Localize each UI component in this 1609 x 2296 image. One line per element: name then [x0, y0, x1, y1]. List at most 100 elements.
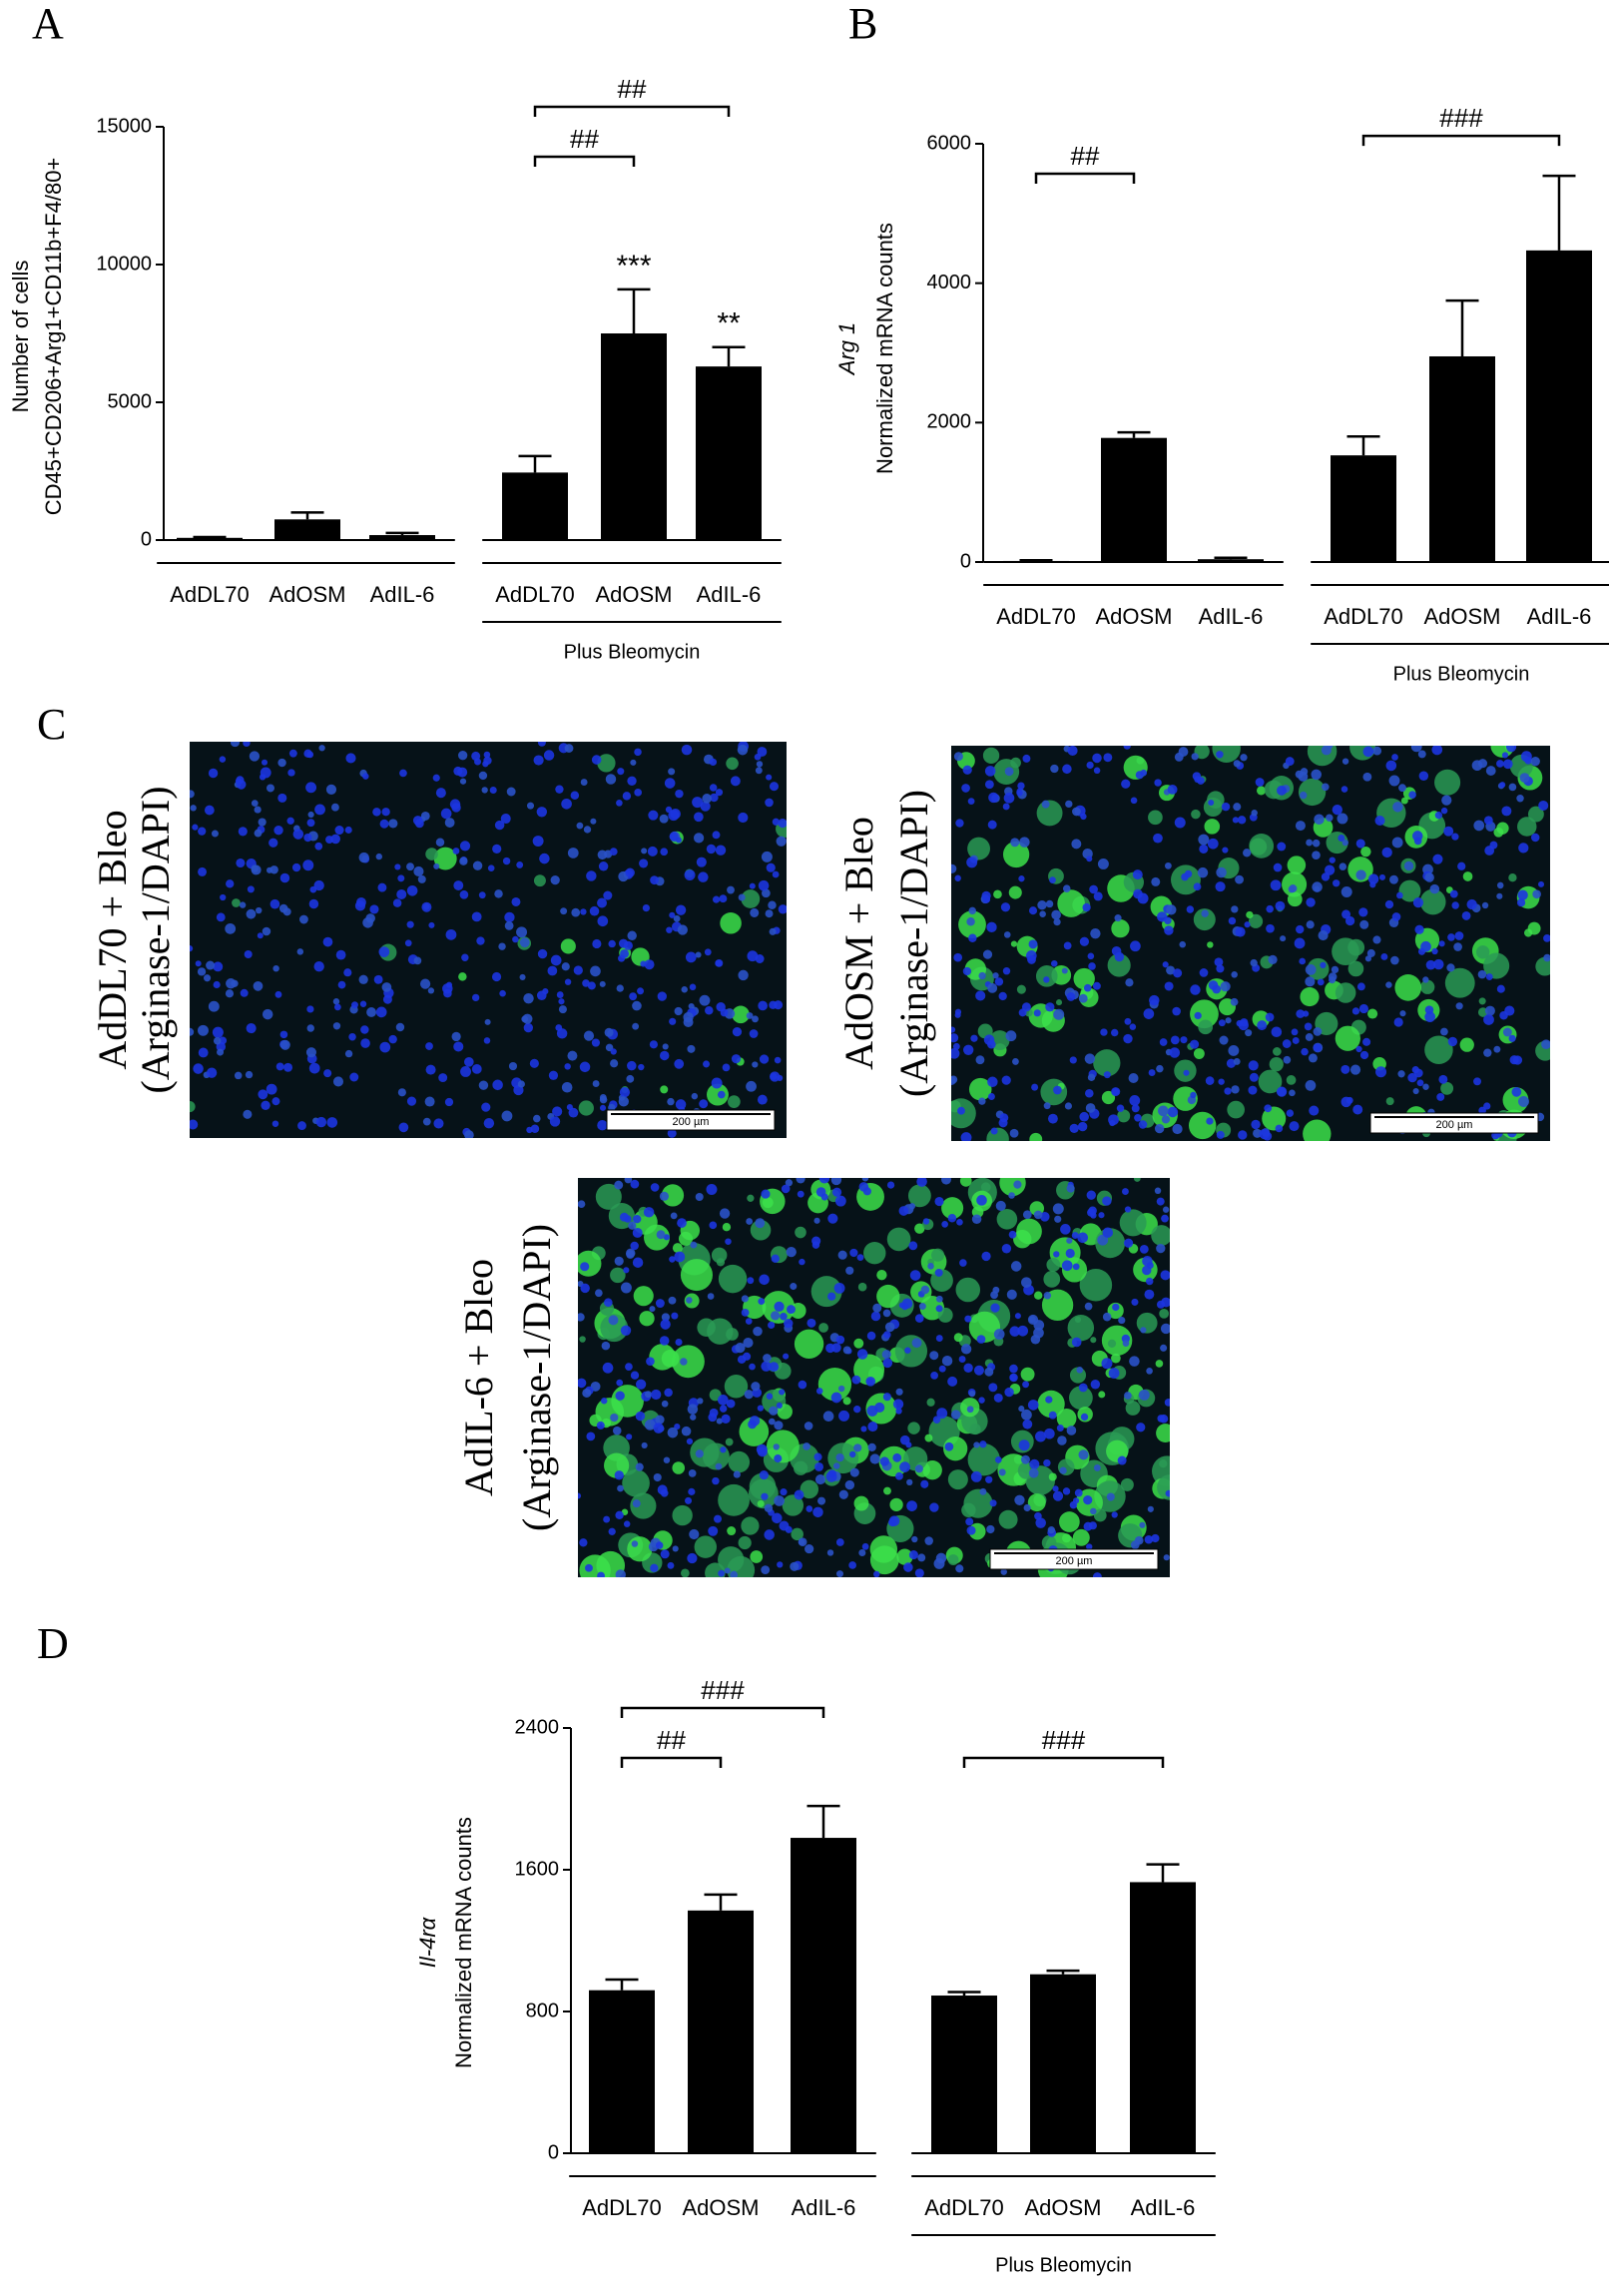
nucleus: [699, 1099, 709, 1109]
nucleus: [306, 1024, 314, 1032]
nucleus: [1453, 942, 1462, 951]
nucleus: [804, 1543, 814, 1554]
nucleus: [1151, 1533, 1160, 1543]
nucleus: [344, 1049, 353, 1058]
nucleus: [358, 852, 369, 863]
nucleus: [1112, 1303, 1120, 1312]
nucleus: [1220, 981, 1231, 992]
nucleus: [618, 938, 629, 948]
nucleus: [708, 1525, 719, 1536]
nucleus: [627, 776, 637, 786]
nucleus: [619, 1087, 631, 1098]
nucleus: [888, 1518, 897, 1527]
nucleus: [674, 1251, 686, 1263]
nucleus: [257, 932, 264, 939]
nucleus: [968, 906, 976, 915]
nucleus: [625, 1363, 633, 1371]
nucleus: [580, 1283, 590, 1294]
nucleus: [827, 1213, 838, 1224]
nucleus: [845, 1266, 854, 1275]
nucleus: [994, 977, 1004, 986]
nucleus: [615, 1391, 625, 1401]
nucleus: [489, 786, 497, 795]
nucleus: [1142, 1256, 1153, 1267]
nucleus: [1066, 992, 1076, 1001]
nucleus: [1089, 884, 1098, 894]
nucleus: [382, 994, 392, 1004]
nucleus: [1271, 1026, 1283, 1038]
nucleus: [190, 805, 197, 812]
nucleus: [499, 989, 506, 997]
nucleus: [911, 1338, 922, 1349]
nucleus: [941, 1221, 949, 1228]
nucleus: [615, 1569, 626, 1577]
green-cell: [1424, 1035, 1453, 1064]
nucleus: [979, 1440, 987, 1448]
nucleus: [471, 993, 480, 1002]
nucleus: [727, 885, 735, 894]
nucleus: [711, 1077, 723, 1089]
nucleus: [1433, 958, 1444, 970]
nucleus: [597, 1571, 605, 1577]
nucleus: [516, 861, 524, 868]
nucleus: [961, 784, 970, 793]
nucleus: [504, 911, 515, 923]
nucleus: [558, 998, 565, 1005]
nucleus: [1499, 782, 1506, 789]
green-cell: [937, 1307, 953, 1323]
nucleus: [213, 1036, 222, 1045]
nucleus: [561, 962, 570, 971]
nucleus: [971, 1214, 982, 1224]
green-cell: [672, 1461, 686, 1474]
nucleus: [1172, 1123, 1183, 1135]
nucleus: [600, 1398, 608, 1405]
nucleus: [783, 1353, 790, 1360]
bar: [1130, 1882, 1196, 2153]
nucleus: [552, 1106, 563, 1117]
nucleus: [291, 862, 301, 872]
nucleus: [1093, 891, 1103, 901]
nucleus: [1080, 1413, 1089, 1422]
comparison-label: ##: [1071, 141, 1100, 171]
nucleus: [392, 898, 402, 907]
green-cell: [955, 1277, 981, 1303]
nucleus: [1351, 1007, 1360, 1015]
nucleus: [662, 1043, 669, 1050]
nucleus: [1111, 1028, 1119, 1037]
green-cell: [1020, 1367, 1035, 1382]
nucleus: [1014, 1494, 1025, 1505]
nucleus: [648, 810, 659, 821]
nucleus: [1201, 909, 1209, 917]
nucleus: [445, 981, 453, 988]
nucleus: [692, 797, 704, 809]
nucleus: [251, 864, 262, 875]
nucleus: [1296, 924, 1305, 934]
nucleus: [464, 1130, 474, 1138]
nucleus: [1243, 849, 1252, 858]
nucleus: [1398, 784, 1406, 793]
nucleus: [314, 842, 323, 851]
nucleus: [950, 1410, 961, 1420]
nucleus: [1169, 1047, 1181, 1058]
nucleus: [523, 992, 534, 1004]
nucleus: [318, 745, 325, 752]
nucleus: [583, 1030, 595, 1041]
nucleus: [737, 744, 749, 756]
y-axis-label: Arg 1: [834, 322, 859, 377]
nucleus: [655, 1415, 665, 1425]
nucleus: [710, 793, 719, 803]
nucleus: [1266, 904, 1274, 913]
nucleus: [758, 879, 770, 891]
nucleus: [812, 1506, 823, 1518]
nucleus: [1424, 1011, 1436, 1023]
green-cell: [930, 1248, 945, 1262]
nucleus: [761, 1361, 772, 1372]
green-cell: [604, 1452, 630, 1478]
green-cell: [622, 1468, 650, 1497]
nucleus: [984, 780, 994, 790]
nucleus: [657, 991, 668, 1001]
green-cell: [627, 1536, 653, 1562]
nucleus: [1131, 1104, 1140, 1113]
nucleus: [732, 1026, 743, 1037]
bar: [1101, 437, 1167, 562]
